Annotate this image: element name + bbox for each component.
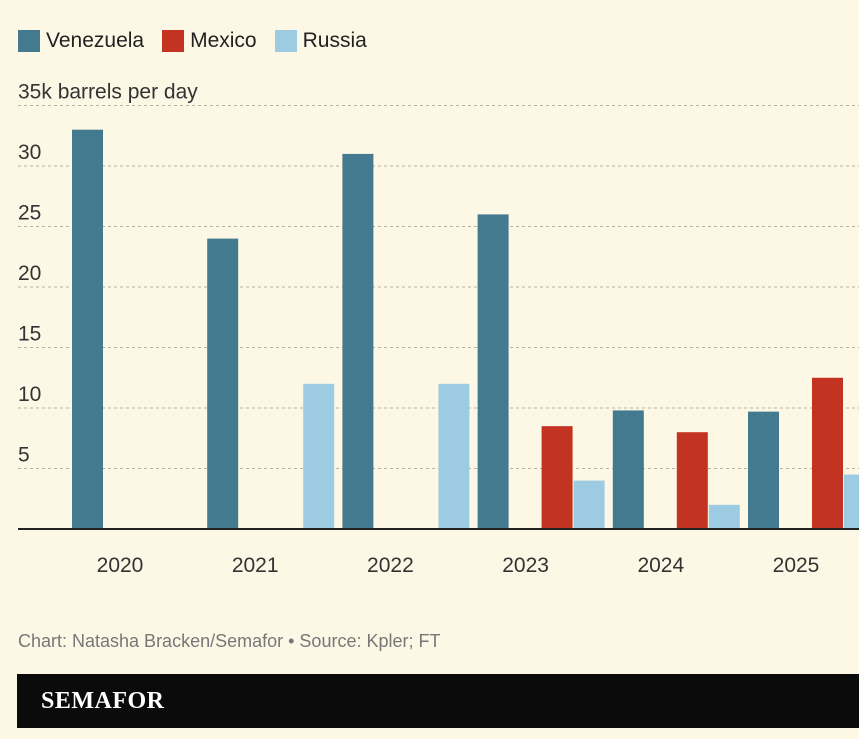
bar-russia-2024 [708, 504, 740, 529]
legend-label: Russia [302, 29, 367, 52]
chart-source-note: Chart: Natasha Bracken/Semafor • Source:… [18, 631, 441, 651]
legend-item-mexico: Mexico [162, 29, 257, 53]
bar-venezuela-2025 [748, 411, 779, 529]
bar-russia-2023 [573, 480, 605, 529]
chart-legend: Venezuela Mexico Russia [18, 28, 385, 54]
bar-venezuela-2024 [612, 410, 644, 529]
x-tick-label: 2025 [773, 554, 820, 577]
bar-mexico-2025 [812, 377, 843, 529]
x-tick-label: 2021 [232, 554, 279, 577]
legend-swatch [18, 30, 40, 52]
y-tick-label: 30 [18, 141, 41, 164]
y-tick-label: 15 [18, 323, 41, 346]
legend-label: Mexico [190, 29, 257, 52]
x-tick-label: 2023 [502, 554, 549, 577]
legend-item-venezuela: Venezuela [18, 29, 144, 53]
bar-russia-2025 [844, 474, 859, 529]
y-tick-label: 5 [18, 444, 30, 467]
y-axis-label: 35k barrels per day [18, 81, 198, 104]
brand-logo: SEMAFOR [41, 688, 165, 714]
bar-russia-2022 [438, 383, 470, 529]
x-tick-label: 2024 [637, 554, 684, 577]
footer-bar: SEMAFOR [17, 674, 859, 728]
legend-item-russia: Russia [274, 29, 367, 53]
bar-mexico-2024 [676, 432, 708, 529]
legend-swatch [162, 30, 185, 52]
y-tick-label: 10 [18, 383, 41, 406]
bar-venezuela-2022 [342, 153, 374, 529]
bar-venezuela-2020 [72, 129, 103, 529]
legend-swatch [274, 30, 297, 52]
x-tick-label: 2020 [97, 554, 144, 577]
bar-venezuela-2023 [477, 214, 509, 529]
y-tick-label: 20 [18, 262, 41, 285]
bar-mexico-2023 [541, 426, 573, 529]
y-tick-label: 25 [18, 202, 41, 225]
legend-label: Venezuela [46, 29, 145, 52]
bar-russia-2021 [303, 383, 335, 529]
bar-venezuela-2021 [207, 238, 239, 529]
x-tick-label: 2022 [367, 554, 414, 577]
